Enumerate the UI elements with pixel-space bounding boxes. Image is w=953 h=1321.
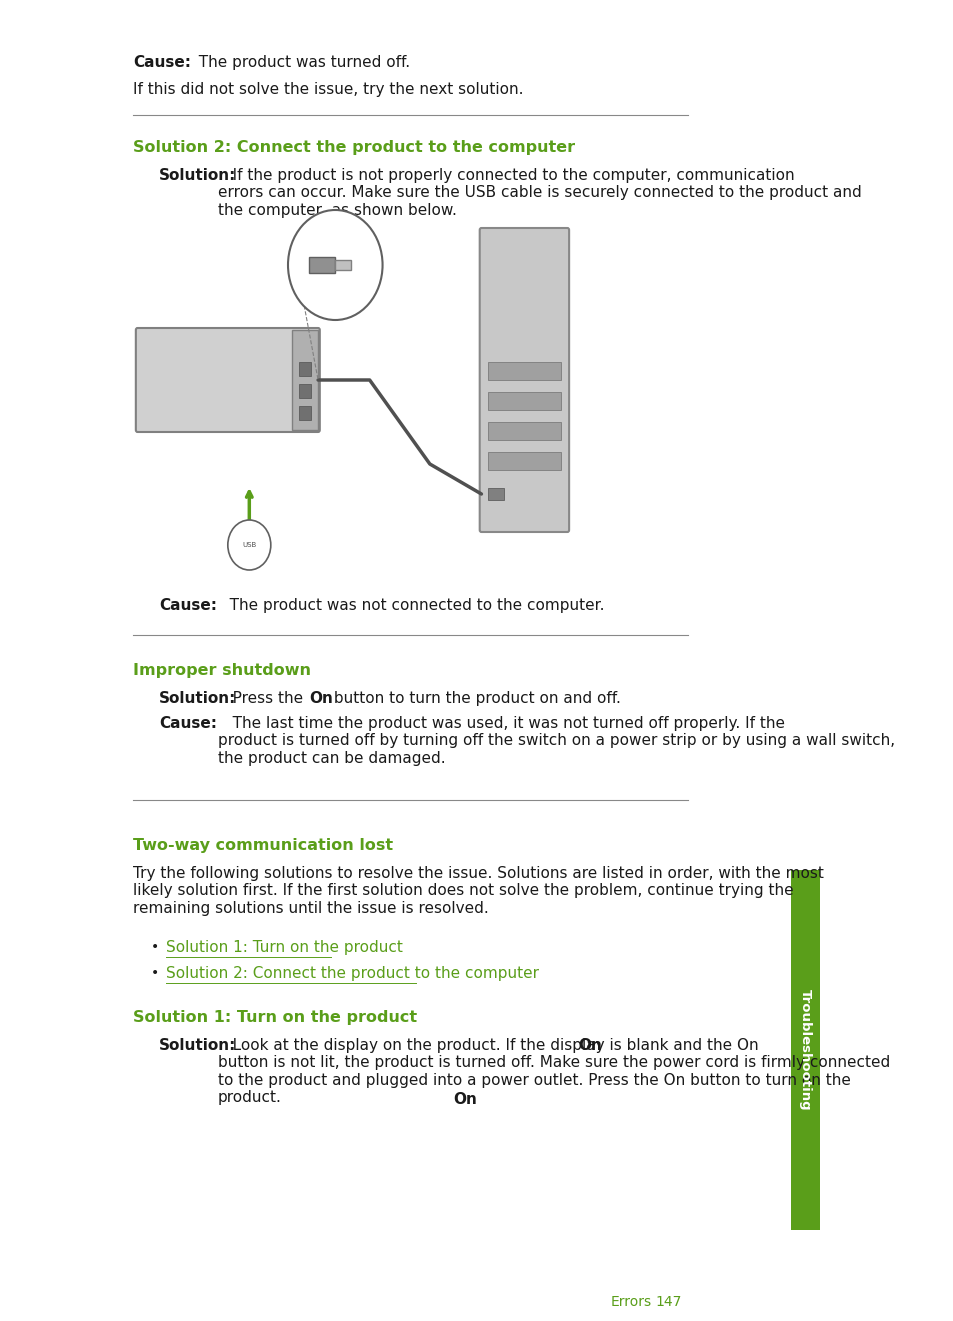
Text: Cause:: Cause: [159,598,217,613]
Text: The product was not connected to the computer.: The product was not connected to the com… [214,598,604,613]
Text: Solution 1: Turn on the product: Solution 1: Turn on the product [166,941,402,955]
Bar [299,406,311,420]
Bar [299,384,311,398]
Bar [335,260,351,269]
Text: On: On [578,1038,601,1053]
Bar [299,362,311,376]
Circle shape [228,520,271,569]
Text: Solution 2: Connect the product to the computer: Solution 2: Connect the product to the c… [166,966,538,982]
Bar [790,871,820,1230]
Text: Cause:: Cause: [133,55,191,70]
Text: Cause:: Cause: [159,716,217,731]
Text: 147: 147 [655,1295,680,1309]
Text: Solution:: Solution: [159,168,236,184]
Text: If this did not solve the issue, try the next solution.: If this did not solve the issue, try the… [133,82,523,96]
Text: Improper shutdown: Improper shutdown [133,663,311,678]
Text: Try the following solutions to resolve the issue. Solutions are listed in order,: Try the following solutions to resolve t… [133,867,823,915]
Text: The last time the product was used, it was not turned off properly. If the
produ: The last time the product was used, it w… [217,716,894,766]
Text: Solution:: Solution: [159,1038,236,1053]
Text: If the product is not properly connected to the computer, communication
errors c: If the product is not properly connected… [217,168,861,218]
Text: Errors: Errors [610,1295,651,1309]
Bar [309,258,335,273]
Circle shape [288,210,382,320]
FancyBboxPatch shape [479,229,569,532]
Text: Troubleshooting: Troubleshooting [799,989,811,1111]
Bar [488,392,560,410]
Text: Look at the display on the product. If the display is blank and the On
button is: Look at the display on the product. If t… [217,1038,889,1106]
Text: •: • [151,966,158,980]
Text: Two-way communication lost: Two-way communication lost [133,838,393,853]
Text: On: On [453,1092,476,1107]
Bar [488,487,503,501]
Text: •: • [151,941,158,954]
Bar [292,330,317,431]
Text: The product was turned off.: The product was turned off. [189,55,410,70]
Text: Press the: Press the [217,691,307,705]
Text: USB: USB [242,542,256,548]
Text: Solution 2: Connect the product to the computer: Solution 2: Connect the product to the c… [133,140,575,155]
Text: Solution 1: Turn on the product: Solution 1: Turn on the product [133,1011,417,1025]
Text: Solution:: Solution: [159,691,236,705]
Text: On: On [309,691,333,705]
Bar [488,421,560,440]
Text: button to turn the product on and off.: button to turn the product on and off. [329,691,620,705]
Bar [488,452,560,470]
Bar [488,362,560,380]
FancyBboxPatch shape [135,328,319,432]
